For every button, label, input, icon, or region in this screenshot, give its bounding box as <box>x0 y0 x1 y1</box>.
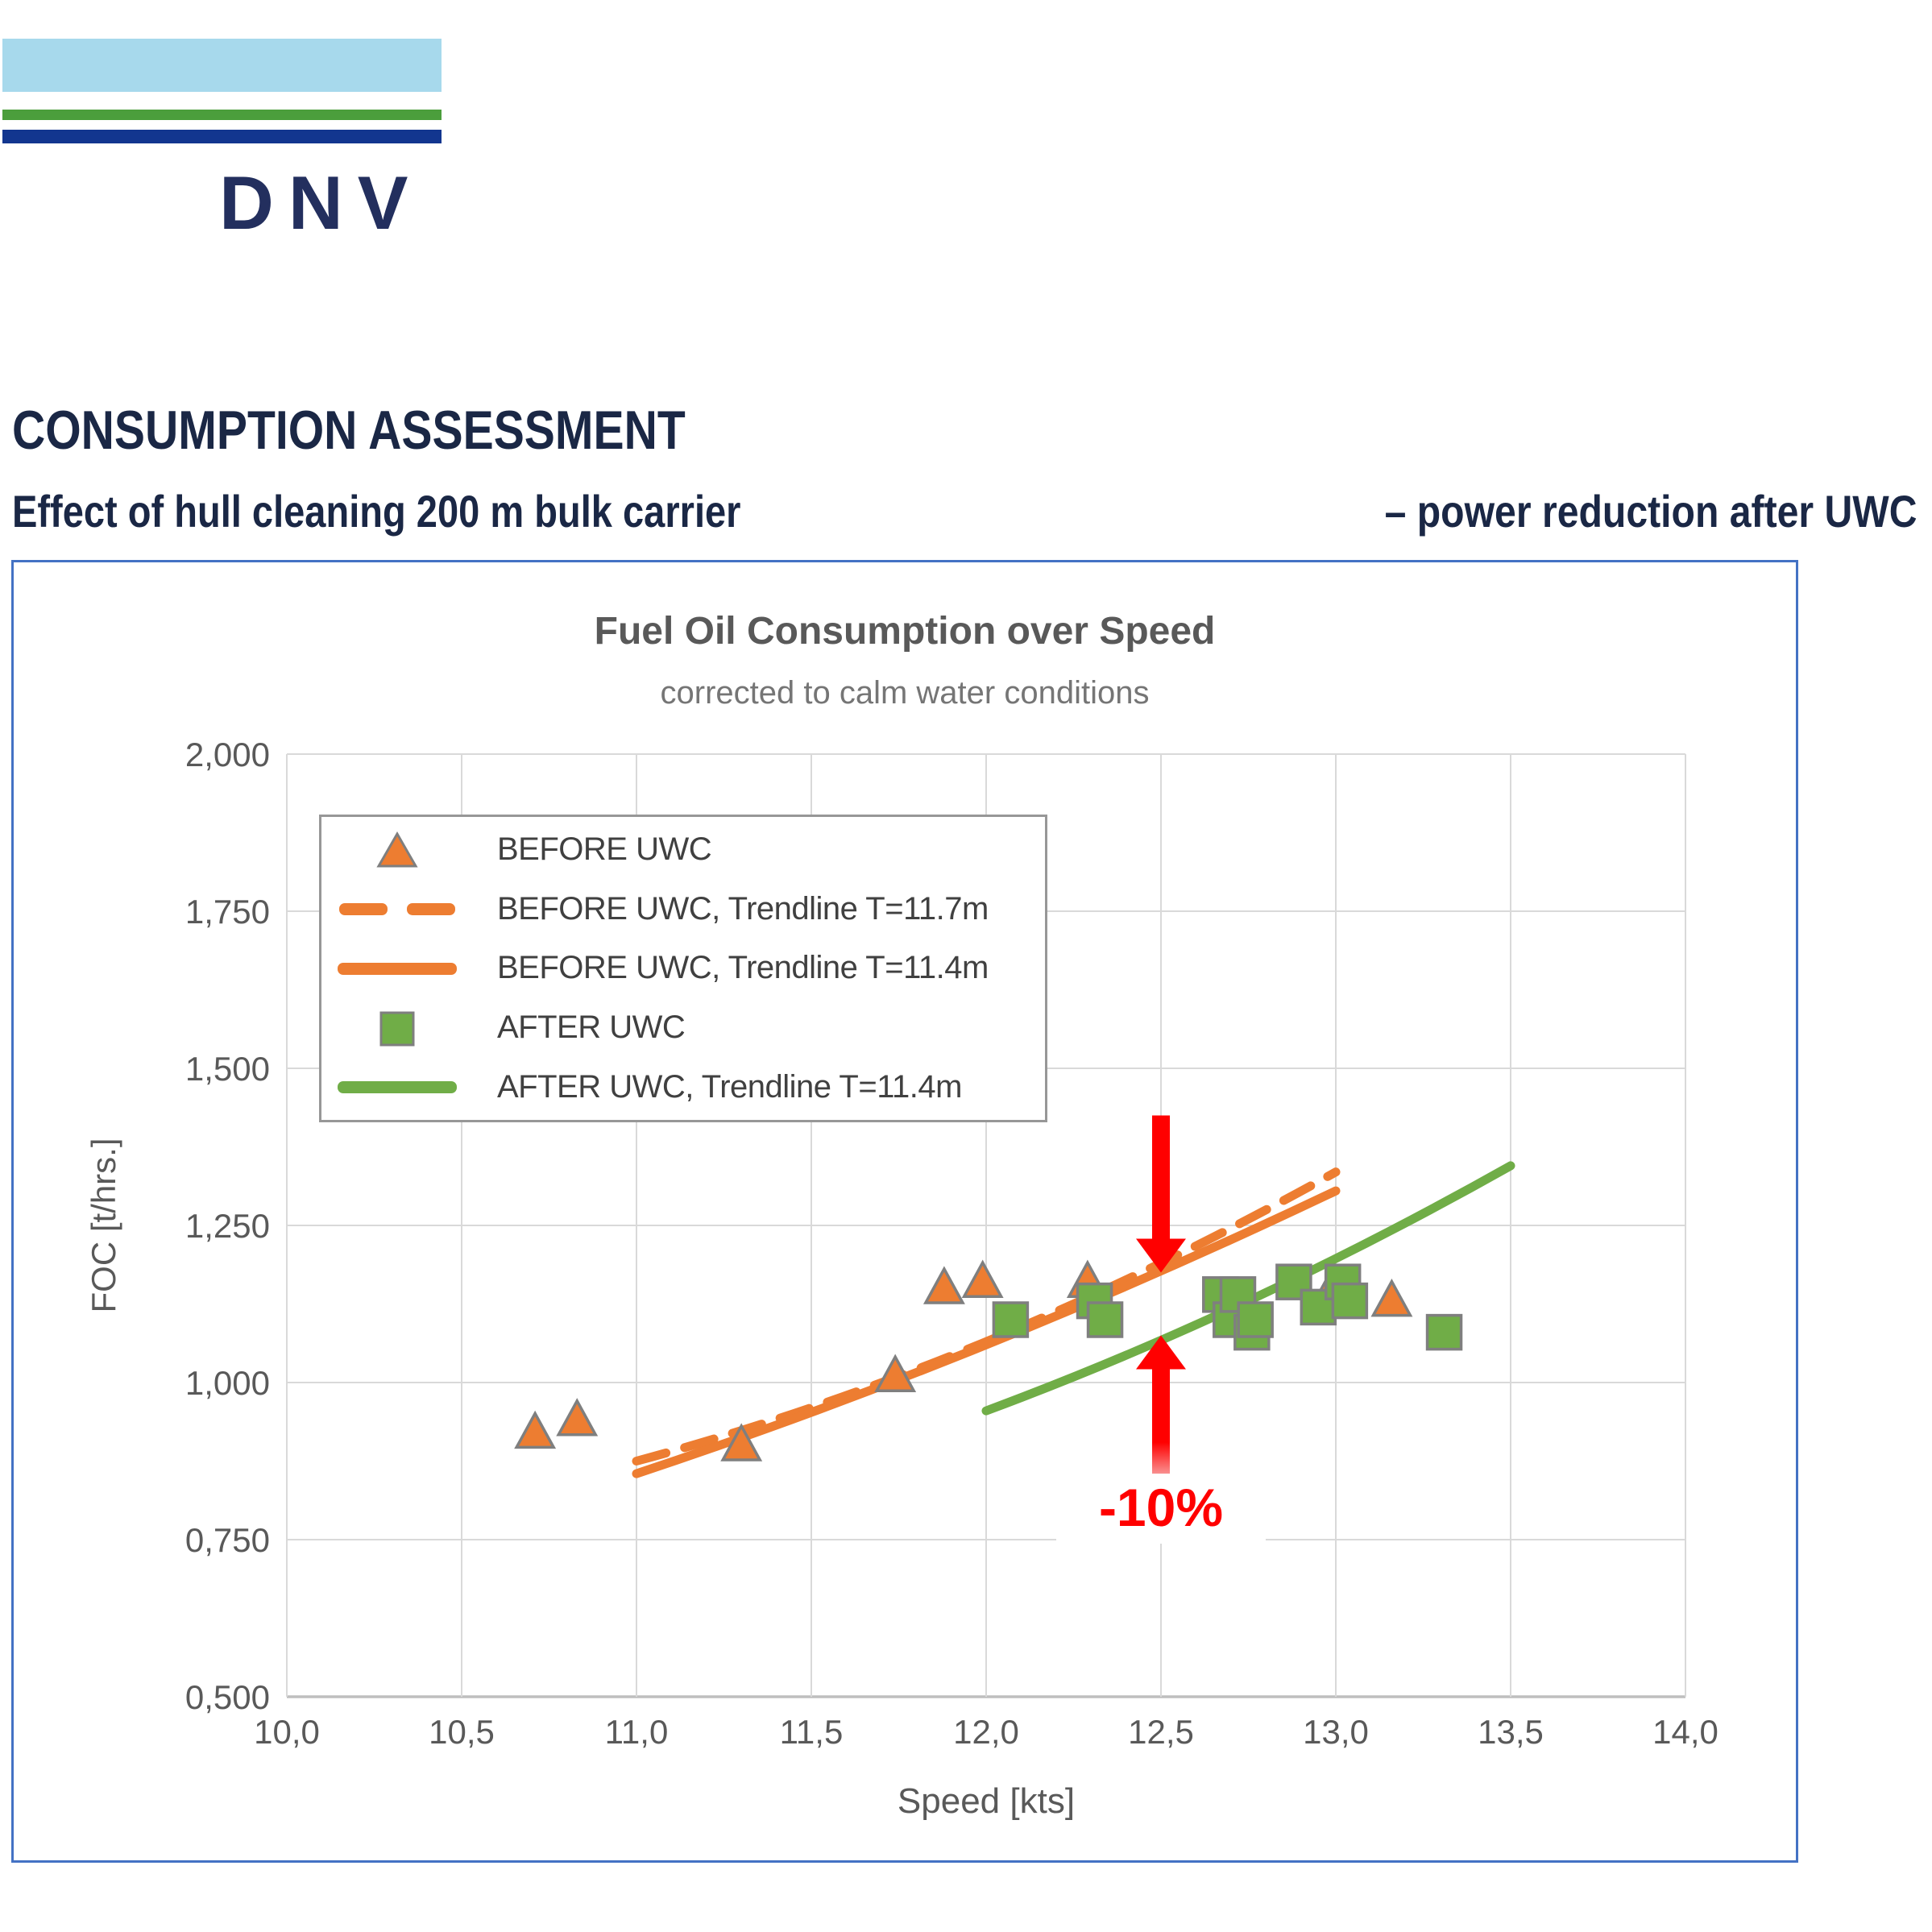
data-point-before-uwc <box>961 1259 1004 1298</box>
x-tick-label: 10,5 <box>429 1713 495 1751</box>
x-tick-label: 13,0 <box>1303 1713 1369 1751</box>
logo-bar-navy <box>2 130 442 143</box>
dnv-logo-text: DNV <box>219 160 423 245</box>
legend-dashed-line-icon <box>339 903 455 916</box>
subtitle-left-text: Effect of hull cleaning 200 m bulk carri… <box>12 486 741 537</box>
x-tick-label: 13,5 <box>1478 1713 1544 1751</box>
legend-marker-cell <box>321 949 473 988</box>
legend-row: BEFORE UWC <box>321 822 1045 878</box>
legend-solid-line-icon <box>338 962 457 975</box>
up-arrow-shaft <box>1152 1369 1170 1474</box>
x-tick-label: 11,0 <box>605 1713 669 1751</box>
subtitle-right: – power reduction after UWC <box>1298 489 1917 534</box>
data-point-after-uwc <box>1086 1301 1124 1338</box>
annotation-percent-label: -10% <box>1099 1478 1223 1537</box>
legend-square-marker-icon <box>379 1011 415 1047</box>
legend-label: AFTER UWC, Trendline T=11.4m <box>497 1068 962 1105</box>
page-title-text: CONSUMPTION ASSESSMENT <box>12 400 686 461</box>
data-point-before-uwc <box>874 1354 917 1392</box>
x-tick-label: 14,0 <box>1652 1713 1718 1751</box>
y-tick-label: 1,000 <box>185 1364 270 1402</box>
legend-label: BEFORE UWC <box>497 831 712 868</box>
data-point-after-uwc <box>1237 1301 1274 1338</box>
page-title: CONSUMPTION ASSESSMENT <box>12 403 814 458</box>
legend-marker-cell <box>321 1009 473 1047</box>
chart-subtitle: corrected to calm water conditions <box>660 675 1150 711</box>
legend-marker-cell <box>321 1068 473 1106</box>
subtitle-right-text: – power reduction after UWC <box>1385 486 1917 537</box>
legend-label: AFTER UWC <box>497 1010 686 1046</box>
plot-svg: -10% 0,500 0,750 1,000 1,250 1,500 1,750 2,000… <box>185 736 1718 1821</box>
legend-marker-cell <box>321 889 473 928</box>
y-tick-label: 1,500 <box>185 1050 270 1088</box>
x-axis-title: Speed [kts] <box>898 1781 1075 1821</box>
legend-solid-line-icon <box>338 1081 457 1094</box>
data-point-after-uwc <box>1331 1282 1369 1320</box>
legend-marker-cell <box>321 831 473 869</box>
data-point-before-uwc <box>720 1423 763 1461</box>
data-point-after-uwc <box>1425 1313 1463 1351</box>
chart-frame: -10% 0,500 0,750 1,000 1,250 1,500 1,750 2,000… <box>11 560 1798 1863</box>
y-axis-title: FOC [t/hrs.] <box>85 1138 122 1313</box>
x-tick-label: 12,0 <box>953 1713 1019 1751</box>
x-tick-label: 12,5 <box>1128 1713 1194 1751</box>
legend-row: AFTER UWC <box>321 1000 1045 1056</box>
data-point-after-uwc <box>992 1301 1030 1338</box>
data-point-before-uwc <box>1370 1278 1413 1317</box>
y-tick-label: 1,750 <box>185 893 270 931</box>
y-tick-label: 0,750 <box>185 1521 270 1559</box>
legend-label: BEFORE UWC, Trendline T=11.7m <box>497 890 989 927</box>
down-arrow-shaft <box>1152 1115 1170 1239</box>
legend-row: BEFORE UWC, Trendline T=11.4m <box>321 940 1045 997</box>
x-tick-label: 10,0 <box>254 1713 320 1751</box>
y-tick-label: 2,000 <box>185 736 270 773</box>
y-tick-label: 1,250 <box>185 1207 270 1245</box>
legend-triangle-marker-icon <box>376 831 418 868</box>
data-point-before-uwc <box>922 1266 965 1304</box>
y-tick-label: 0,500 <box>185 1678 270 1716</box>
x-tick-label: 11,5 <box>780 1713 844 1751</box>
up-arrow-head <box>1136 1335 1186 1370</box>
chart-title: Fuel Oil Consumption over Speed <box>594 610 1216 653</box>
legend-row: AFTER UWC, Trendline T=11.4m <box>321 1059 1045 1115</box>
logo-bar-sky <box>2 39 442 92</box>
logo-bar-green <box>2 110 442 120</box>
chart-legend: BEFORE UWC BEFORE UWC, Trendline T=11.7m B… <box>319 815 1047 1122</box>
data-point-before-uwc <box>556 1398 599 1437</box>
down-arrow-head <box>1136 1238 1186 1273</box>
subtitle-left: Effect of hull cleaning 200 m bulk carri… <box>12 489 880 534</box>
legend-label: BEFORE UWC, Trendline T=11.4m <box>497 950 989 986</box>
data-point-before-uwc <box>514 1410 557 1449</box>
legend-row: BEFORE UWC, Trendline T=11.7m <box>321 881 1045 937</box>
